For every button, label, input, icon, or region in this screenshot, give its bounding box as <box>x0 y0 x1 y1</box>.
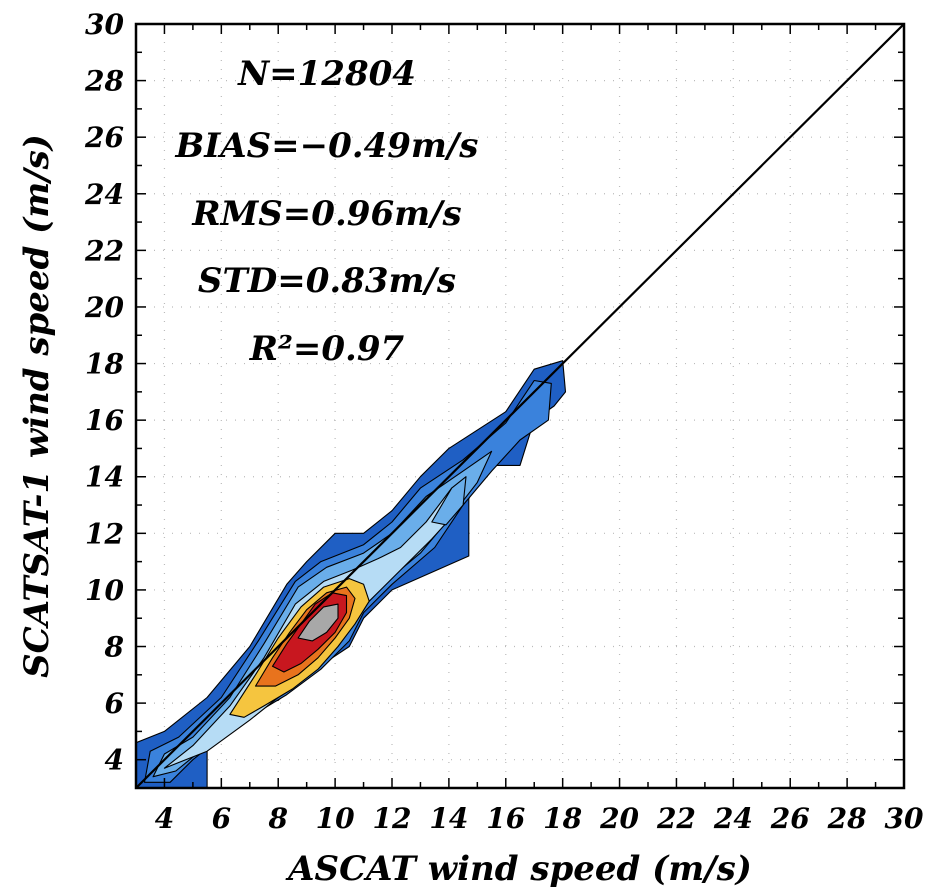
y-tick-label: 24 <box>84 178 124 211</box>
y-tick-labels: 4 6 8 10 12 14 16 18 20 22 24 26 28 30 <box>84 8 124 777</box>
x-tick-label: 20 <box>599 802 639 835</box>
stat-r2: R²=0.97 <box>249 329 405 369</box>
plot-frame <box>134 22 906 790</box>
x-tick-label: 30 <box>885 802 924 835</box>
x-tick-label: 14 <box>429 802 468 835</box>
y-tick-label: 30 <box>85 8 124 41</box>
x-tick-label: 22 <box>656 802 696 835</box>
stat-n: N=12804 <box>237 54 416 94</box>
y-tick-label: 28 <box>84 65 124 98</box>
x-tick-labels: 4 6 8 10 12 14 16 18 20 22 24 26 28 30 <box>155 802 924 835</box>
y-tick-label: 4 <box>105 744 124 777</box>
y-tick-label: 26 <box>84 121 124 154</box>
y-tick-label: 6 <box>105 687 124 720</box>
x-tick-label: 6 <box>212 802 231 835</box>
x-tick-label: 4 <box>155 802 174 835</box>
x-tick-label: 26 <box>770 802 810 835</box>
y-tick-label: 12 <box>85 517 124 550</box>
y-tick-label: 10 <box>85 574 124 607</box>
stat-rms: RMS=0.96m/s <box>191 194 461 234</box>
x-tick-label: 18 <box>543 802 582 835</box>
y-tick-label: 16 <box>85 404 124 437</box>
stat-std: STD=0.83m/s <box>198 261 456 301</box>
x-tick-label: 8 <box>267 802 287 835</box>
y-tick-label: 22 <box>84 234 124 267</box>
x-axis-title: ASCAT wind speed (m/s) <box>285 849 752 889</box>
x-tick-label: 28 <box>827 802 867 835</box>
one-to-one-line <box>136 24 904 788</box>
x-tick-label: 16 <box>486 802 525 835</box>
y-tick-label: 8 <box>104 631 124 664</box>
contour-level-9 <box>431 476 467 526</box>
grid-lines <box>136 23 905 788</box>
y-tick-label: 20 <box>84 291 124 324</box>
stats-annotations: N=12804 BIAS=−0.49m/s RMS=0.96m/s STD=0.… <box>175 54 479 369</box>
y-tick-label: 14 <box>85 461 124 494</box>
y-axis-title: SCATSAT-1 wind speed (m/s) <box>17 134 57 678</box>
x-tick-label: 24 <box>713 802 753 835</box>
x-tick-label: 10 <box>316 802 355 835</box>
axis-ticks <box>135 23 905 789</box>
contour-level-8 <box>297 603 339 642</box>
x-tick-label: 12 <box>373 802 412 835</box>
y-tick-label: 18 <box>85 348 124 381</box>
stat-bias: BIAS=−0.49m/s <box>175 126 479 166</box>
